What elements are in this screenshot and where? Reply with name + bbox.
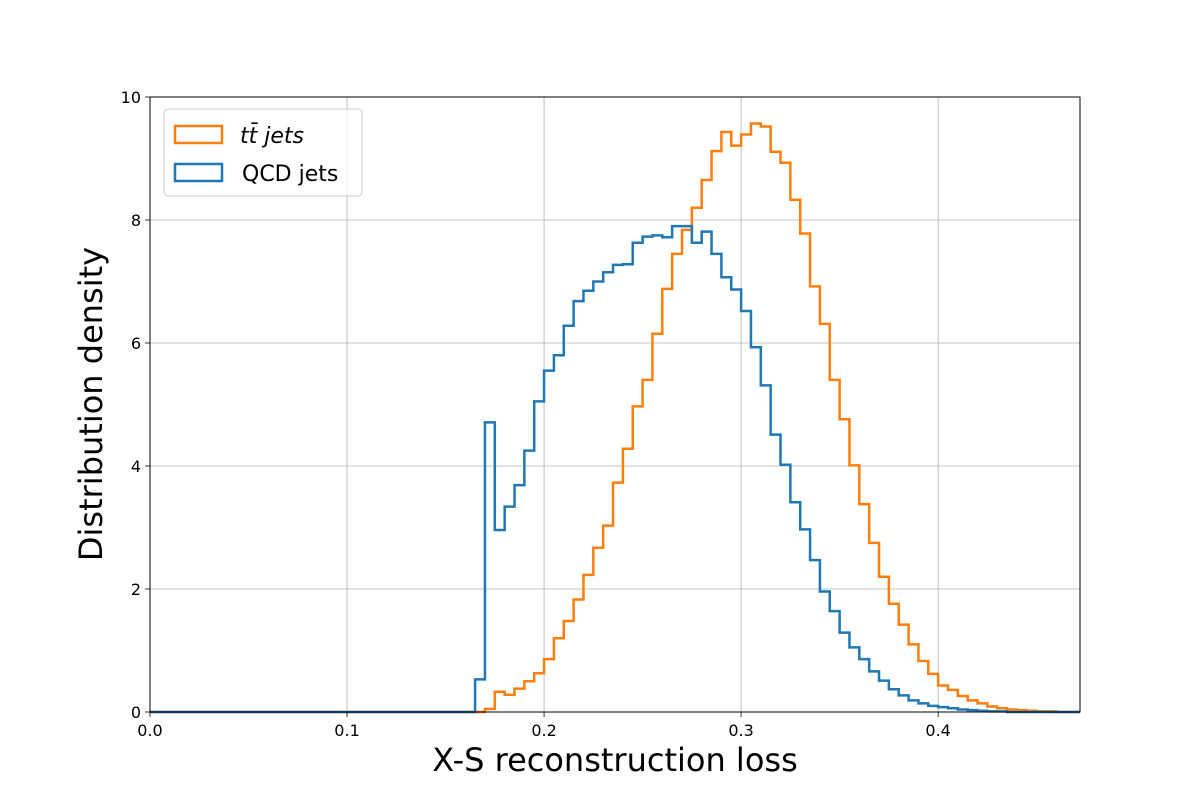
- x-tick-label: 0.2: [531, 721, 556, 740]
- legend-box: [163, 108, 363, 197]
- axis-ticks: 0.0 0.1 0.2 0.3 0.4 0 2 4 6 8 10: [121, 88, 951, 740]
- x-tick-label: 0.3: [728, 721, 753, 740]
- y-tick-label: 8: [131, 211, 141, 230]
- legend-swatch-ttbar: [173, 124, 224, 145]
- legend-label-ttbar: tt̄ jets: [240, 123, 304, 149]
- y-tick-label: 2: [131, 580, 141, 599]
- x-axis-label: X-S reconstruction loss: [432, 741, 797, 779]
- y-tick-label: 10: [121, 88, 141, 107]
- y-tick-label: 4: [131, 457, 141, 476]
- legend-swatch-qcd: [173, 162, 224, 183]
- x-tick-label: 0.4: [925, 721, 950, 740]
- series-line-qcd: [150, 224, 1080, 714]
- legend: tt̄ jets QCD jets: [163, 108, 363, 197]
- series-line-ttbar: [150, 122, 1080, 714]
- plot-frame: [149, 96, 1081, 713]
- y-tick-label: 0: [131, 703, 141, 722]
- y-axis-label: Distribution density: [72, 247, 110, 561]
- x-tick-label: 0.0: [137, 721, 162, 740]
- y-tick-label: 6: [131, 334, 141, 353]
- legend-label-qcd: QCD jets: [242, 162, 338, 187]
- x-tick-label: 0.1: [334, 721, 359, 740]
- series-layer: [150, 122, 1080, 714]
